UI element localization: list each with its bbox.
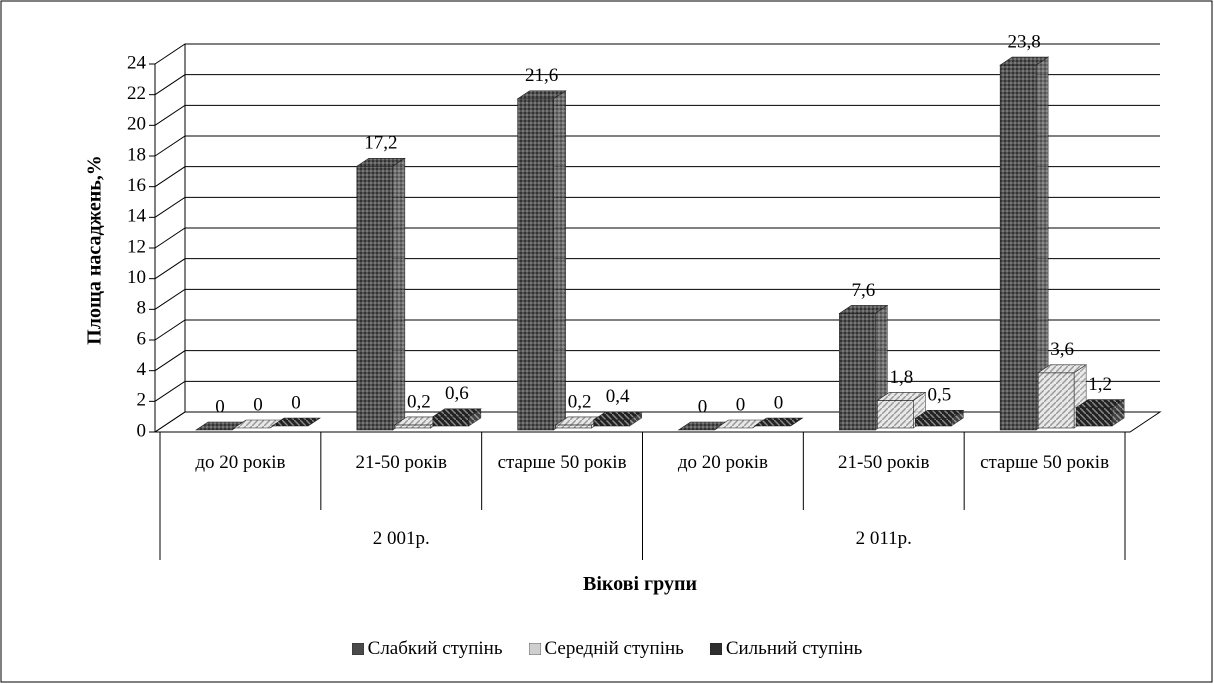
bar-front: [394, 424, 432, 429]
bar-front: [1075, 407, 1113, 427]
x-tick-label: старше 50 років: [980, 452, 1110, 473]
bar-side: [951, 409, 964, 427]
data-label: 7,6: [851, 280, 875, 301]
data-label: 0: [291, 392, 301, 413]
bar-side: [553, 90, 566, 431]
data-label: 21,6: [525, 65, 558, 86]
bar-front: [1037, 372, 1075, 429]
data-label: 0,2: [407, 391, 431, 412]
bar-front: [593, 419, 630, 427]
bar: [999, 56, 1050, 431]
data-label: 0: [698, 396, 708, 417]
y-tick-label: 16: [127, 175, 146, 196]
bar: [592, 411, 643, 427]
bar: [516, 90, 567, 431]
y-tick-label: 10: [127, 267, 146, 288]
y-tick-label: 4: [137, 359, 147, 380]
data-label: 1,2: [1088, 374, 1112, 395]
legend-swatch: [709, 643, 722, 655]
x-tick-label: до 20 років: [677, 452, 768, 473]
legend-swatch: [528, 643, 541, 655]
data-label: 0,4: [606, 386, 630, 407]
bar-front: [555, 424, 592, 429]
legend-label: Слабкий ступінь: [367, 638, 503, 659]
x-tick-label: до 20 років: [195, 452, 286, 473]
bar-front: [999, 64, 1037, 431]
data-label: 0: [774, 392, 784, 413]
bar-side: [790, 417, 803, 427]
legend-swatch: [351, 643, 364, 655]
y-tick-label: 14: [127, 206, 147, 227]
legend-label: Середній ступінь: [544, 638, 684, 659]
bar-front: [517, 98, 554, 431]
group-label: 2 011р.: [855, 528, 912, 549]
x-axis-title: Вікові групи: [582, 573, 697, 595]
bar: [753, 417, 804, 427]
data-label: 0: [215, 396, 225, 417]
bar-front: [877, 400, 914, 429]
x-tick-label: 21-50 років: [355, 452, 448, 473]
data-label: 17,2: [364, 133, 397, 154]
bar: [914, 409, 965, 427]
bar-front: [432, 416, 470, 427]
x-tick-label: 21-50 років: [837, 452, 930, 473]
bar-side: [468, 408, 482, 427]
bar: [355, 157, 406, 431]
y-tick-label: 20: [127, 114, 146, 135]
data-label: 0: [253, 394, 263, 415]
data-label: 0,2: [568, 391, 592, 412]
bar-side: [629, 411, 642, 427]
group-label: 2 001р.: [372, 528, 430, 549]
legend-item: Слабкий ступінь: [351, 638, 503, 660]
y-tick-label: 0: [137, 420, 147, 441]
data-label: 23,8: [1008, 31, 1041, 52]
legend-item: Середній ступінь: [528, 638, 684, 660]
data-label: 1,8: [889, 367, 913, 388]
y-tick-label: 8: [137, 298, 147, 319]
bar: [431, 408, 482, 427]
x-tick-label: старше 50 років: [497, 452, 627, 473]
bar: [1075, 399, 1126, 427]
bar-side: [1111, 399, 1125, 427]
y-tick-label: 24: [127, 52, 147, 73]
legend-item: Сильний ступінь: [709, 638, 863, 660]
y-tick-label: 12: [127, 236, 146, 257]
data-label: 0: [736, 394, 746, 415]
bar-front: [356, 165, 394, 431]
bar-side: [392, 157, 406, 431]
bar-side: [307, 417, 321, 427]
y-tick-label: 18: [127, 144, 146, 165]
bar-front: [839, 313, 876, 431]
legend-label: Сильний ступінь: [725, 638, 863, 659]
bar: [271, 417, 321, 427]
data-label: 3,6: [1050, 339, 1074, 360]
legend: Слабкий ступінь Середній ступінь Сильний с…: [0, 638, 1214, 660]
data-label: 0,6: [445, 383, 469, 404]
bar-front: [915, 418, 952, 427]
data-label: 0,5: [927, 385, 951, 406]
y-tick-label: 6: [137, 328, 147, 349]
y-tick-label: 2: [137, 390, 147, 411]
y-tick-label: 22: [127, 83, 146, 104]
y-axis-title: Площа насаджень,%: [84, 155, 106, 345]
